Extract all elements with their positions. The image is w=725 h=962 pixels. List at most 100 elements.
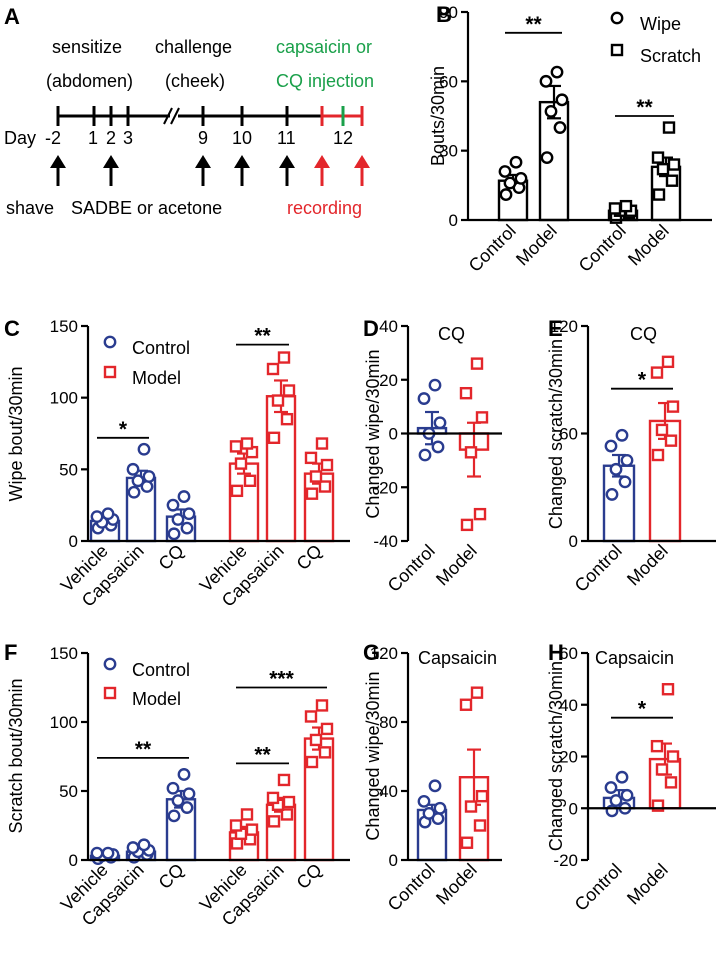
legend-label: Control (132, 660, 190, 680)
arrow-head-icon (103, 155, 119, 168)
data-point (234, 457, 248, 470)
data-point (304, 710, 318, 723)
data-point (103, 686, 117, 700)
data-point (464, 800, 478, 813)
significance-label: ** (254, 743, 271, 766)
data-point (320, 722, 334, 736)
day-tick-label: 1 (88, 128, 98, 148)
data-point (509, 155, 523, 169)
data-point (167, 809, 181, 823)
data-point (661, 355, 675, 369)
data-point (656, 162, 670, 176)
x-category-label: CQ (155, 860, 188, 893)
data-point (280, 412, 294, 426)
y-tick-label: 0 (389, 425, 398, 444)
data-point (667, 158, 681, 171)
data-point (475, 789, 489, 803)
data-point (266, 362, 280, 376)
data-point (267, 431, 281, 444)
y-axis-title: Changed wipe/30min (363, 671, 383, 840)
data-point (610, 43, 624, 57)
x-category-label: Control (575, 221, 630, 276)
significance-label: ** (135, 738, 152, 761)
data-point (433, 416, 447, 430)
significance-label: * (638, 698, 647, 721)
data-point (609, 794, 623, 807)
data-point (608, 202, 622, 215)
data-point (433, 801, 447, 815)
data-point (555, 93, 569, 107)
y-axis-title: Changed wipe/30min (363, 349, 383, 518)
data-point (305, 487, 319, 500)
panel-label-h: H (548, 640, 564, 665)
phase-injection-line1: capsaicin or (276, 37, 372, 57)
timeline-panel: A sensitize (abdomen) challenge (cheek) … (4, 4, 374, 218)
data-point (475, 411, 489, 424)
data-point (550, 65, 564, 79)
data-point (167, 527, 181, 541)
y-tick-label: 150 (50, 644, 78, 663)
data-point (182, 507, 196, 521)
data-point (655, 423, 669, 437)
data-point (651, 448, 665, 462)
x-category-label: Model (623, 860, 672, 909)
data-point (127, 485, 141, 499)
y-tick-label: 0 (69, 532, 78, 551)
day-label: Day (4, 128, 36, 148)
panel-label-e: E (548, 316, 563, 341)
y-tick-label: -40 (373, 532, 398, 551)
y-tick-label: -20 (373, 478, 398, 497)
day-tick-label: 10 (232, 128, 252, 148)
panel-label-g: G (363, 640, 380, 665)
y-tick-label: 0 (449, 211, 458, 230)
data-point (609, 462, 623, 476)
data-point (498, 165, 512, 178)
y-tick-label: 0 (69, 851, 78, 870)
y-tick-label: 20 (379, 371, 398, 390)
data-point (662, 121, 676, 134)
data-point (280, 808, 294, 821)
y-tick-label: 150 (50, 317, 78, 336)
data-point (604, 439, 618, 453)
data-point (243, 474, 257, 487)
panel-label-c: C (4, 316, 20, 341)
data-point (266, 791, 280, 805)
phase-challenge-line2: (cheek) (165, 71, 225, 91)
legend-label: Control (132, 338, 190, 358)
legend-label: Wipe (640, 14, 681, 34)
data-point (650, 739, 664, 753)
label-recording: recording (287, 198, 362, 218)
y-tick-label: 20 (559, 748, 578, 767)
y-tick-label: 0 (389, 851, 398, 870)
significance-label: ** (525, 13, 542, 36)
data-point (131, 474, 145, 488)
arrow-head-icon (234, 155, 250, 168)
data-point (470, 686, 484, 699)
data-point (315, 437, 329, 450)
data-point (277, 351, 291, 364)
data-point (101, 507, 115, 521)
data-point (619, 199, 633, 213)
data-point (650, 366, 664, 379)
data-point (166, 781, 180, 795)
data-point (661, 683, 675, 696)
data-point (473, 507, 487, 521)
data-point (309, 733, 323, 747)
data-point (180, 521, 194, 535)
panel-label-a: A (4, 4, 20, 29)
data-point (540, 151, 554, 165)
data-point (665, 174, 679, 187)
y-tick-label: 60 (439, 72, 458, 91)
panel-label-f: F (4, 640, 17, 665)
data-point (229, 440, 243, 453)
chart-title: Capsaicin (418, 648, 497, 668)
x-category-label: Model (624, 221, 673, 270)
data-point (137, 442, 151, 456)
arrow-head-icon (314, 155, 330, 168)
x-category-label: Control (465, 221, 520, 276)
data-point (417, 794, 431, 808)
y-tick-label: 40 (379, 317, 398, 336)
